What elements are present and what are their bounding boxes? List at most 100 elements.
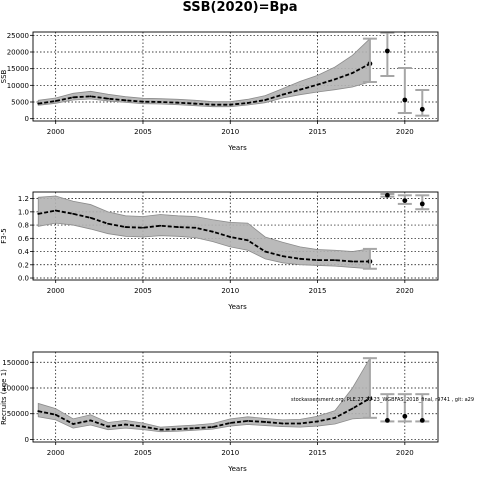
- y-tick-label: 50000: [7, 410, 29, 418]
- x-tick-label: 2005: [134, 287, 152, 295]
- y-axis-label: F3-5: [0, 228, 8, 243]
- panel-1: 2000 2005 2010 2015 2020 0 5000 10000 15000 20000…: [0, 31, 439, 152]
- x-axis-label: Years: [227, 465, 247, 473]
- estimate-point: [37, 102, 40, 105]
- estimate-point: [124, 226, 127, 228]
- y-tick-label: 5000: [11, 99, 29, 107]
- estimate-point: [72, 96, 75, 99]
- estimate-line: [38, 209, 370, 263]
- y-tick-label: 0.6: [18, 235, 30, 243]
- estimate-point: [316, 83, 319, 86]
- estimate-point: [159, 224, 162, 227]
- y-tick-label: 150000: [2, 359, 29, 367]
- estimate-point: [176, 101, 179, 104]
- forecast-point: [384, 48, 390, 54]
- forecast-point: [419, 201, 425, 207]
- estimate-point: [264, 250, 267, 253]
- estimate-point: [89, 216, 92, 219]
- x-tick-label: 2010: [221, 128, 239, 136]
- forecast-point: [402, 413, 408, 419]
- last-year-ci: [362, 357, 377, 419]
- forecast-point: [419, 106, 425, 112]
- last-year-ci: [362, 247, 377, 270]
- estimate-point: [281, 422, 284, 425]
- y-axis-label: SSB: [0, 69, 8, 83]
- estimate-point: [37, 212, 40, 215]
- estimate-point: [124, 423, 127, 426]
- y-tick-label: 10000: [7, 82, 29, 90]
- x-tick-label: 2010: [221, 449, 239, 457]
- estimate-point: [246, 102, 249, 104]
- estimate-point: [351, 260, 354, 263]
- estimate-point: [54, 209, 57, 212]
- estimate-point: [37, 410, 40, 413]
- estimate-point: [89, 95, 92, 98]
- x-tick-label: 2015: [309, 287, 327, 295]
- forecast-point: [419, 418, 425, 423]
- estimate-point: [316, 420, 319, 423]
- estimate-point: [334, 416, 336, 419]
- estimate-point: [176, 226, 179, 228]
- estimate-point: [194, 102, 197, 105]
- estimate-point: [229, 103, 232, 106]
- x-tick-label: 2000: [47, 449, 65, 457]
- estimate-point: [107, 222, 109, 225]
- y-tick-label: 100000: [2, 385, 29, 393]
- estimate-point: [281, 255, 284, 258]
- estimate-point: [264, 421, 267, 423]
- forecast-point: [384, 192, 390, 198]
- forecast-ci: [380, 31, 395, 77]
- x-tick-label: 2000: [47, 287, 65, 295]
- forecast-point: [402, 97, 408, 103]
- x-tick-label: 2015: [309, 449, 327, 457]
- x-tick-label: 2015: [309, 128, 327, 136]
- y-tick-label: 1.2: [18, 195, 29, 203]
- estimate-point: [264, 99, 267, 101]
- estimate-point: [246, 420, 249, 422]
- footnote: stockassessment.org, PLE.27.21-23_WGBFAS…: [291, 397, 474, 403]
- y-tick-label: 0.4: [18, 248, 30, 256]
- y-tick-label: 0.2: [18, 261, 29, 269]
- y-tick-label: 15000: [7, 65, 29, 73]
- estimate-point: [229, 236, 232, 238]
- estimate-line: [38, 397, 371, 431]
- estimate-point: [281, 93, 284, 96]
- confidence-band: [37, 356, 371, 433]
- forecast-ci: [415, 89, 430, 117]
- y-tick-label: 1.0: [18, 208, 29, 216]
- estimate-point: [351, 72, 354, 74]
- x-tick-label: 2005: [134, 128, 152, 136]
- estimate-point: [194, 226, 197, 229]
- forecast-ci: [397, 67, 412, 114]
- estimate-point: [299, 88, 301, 91]
- estimate-point: [54, 413, 57, 416]
- estimate-point: [246, 239, 249, 242]
- estimate-point: [334, 78, 336, 81]
- estimate-point: [351, 407, 354, 410]
- y-tick-label: 0.0: [18, 275, 29, 283]
- forecast-point: [384, 418, 390, 423]
- y-tick-label: 20000: [7, 49, 29, 57]
- estimate-point: [229, 422, 232, 424]
- estimate-point: [142, 100, 144, 103]
- estimate-point: [54, 100, 57, 102]
- y-tick-label: 0.8: [18, 222, 29, 230]
- panel-2: 2000 2005 2010 2015 2020 0.0 0.2 0.4 0.6 0.8 1.0 1.…: [0, 191, 439, 311]
- forecast-point: [402, 198, 408, 204]
- estimate-point: [124, 99, 127, 102]
- y-tick-label: 0: [25, 436, 29, 444]
- estimate-point: [211, 230, 214, 233]
- estimate-point: [107, 97, 109, 100]
- estimate-point: [334, 259, 336, 262]
- estimate-point: [159, 101, 162, 103]
- x-tick-label: 2020: [396, 449, 414, 457]
- last-year-ci: [362, 37, 377, 83]
- estimate-point: [142, 425, 144, 428]
- x-tick-label: 2020: [396, 287, 414, 295]
- axes-frame: [32, 351, 439, 443]
- x-tick-label: 2005: [134, 449, 152, 457]
- estimate-point: [316, 259, 319, 262]
- estimate-point: [194, 427, 197, 430]
- estimate-point: [72, 423, 75, 425]
- estimate-point: [211, 426, 214, 428]
